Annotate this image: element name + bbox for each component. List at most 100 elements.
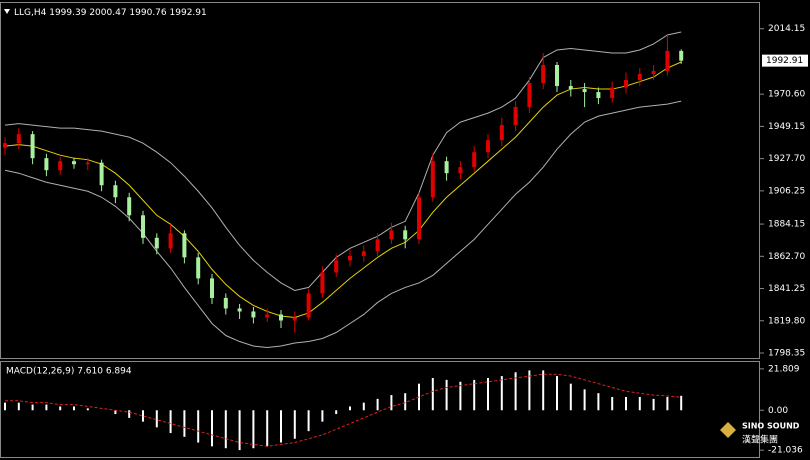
macd-bar — [252, 410, 255, 449]
candle-body — [72, 161, 76, 165]
main-panel-frame — [0, 2, 760, 359]
candle-body — [3, 143, 7, 148]
macd-bar — [73, 406, 75, 411]
candle-body — [182, 233, 187, 258]
macd-bar — [487, 377, 489, 411]
macd-bar — [404, 393, 407, 411]
candle-body — [541, 65, 546, 84]
macd-bar — [31, 404, 34, 411]
macd-bar — [597, 393, 600, 411]
candle-body — [499, 125, 504, 141]
macd-bar — [349, 406, 351, 411]
candle-body — [141, 215, 145, 238]
macd-bar — [611, 396, 614, 411]
macd-bar — [86, 408, 89, 411]
candle-body — [375, 239, 380, 252]
candle-body — [582, 89, 587, 93]
y-tick-label: 1862.70 — [768, 252, 805, 262]
candle-body — [417, 197, 421, 240]
candle-body — [651, 71, 656, 75]
candle-body — [113, 185, 118, 198]
macd-bar — [293, 410, 296, 439]
macd-bar — [431, 377, 434, 411]
y-tick-label: 21.809 — [768, 364, 800, 374]
candle-body — [58, 161, 63, 171]
candle-body — [306, 293, 311, 318]
macd-bar — [376, 398, 379, 411]
watermark: SINO SOUND 漢聲集團 — [720, 422, 800, 446]
macd-bar — [459, 381, 462, 411]
y-tick-label: -21.036 — [768, 446, 803, 456]
macd-bar — [542, 370, 545, 411]
indicator-line — [4, 61, 682, 318]
candle-body — [472, 152, 477, 168]
candle-body — [513, 107, 518, 126]
macd-bar — [500, 376, 503, 411]
macd-bar — [183, 410, 186, 437]
candle-body — [154, 237, 159, 249]
candle-body — [555, 65, 559, 87]
macd-bar — [445, 379, 448, 411]
watermark-subtitle: 漢聲集團 — [742, 434, 778, 446]
indicator-line — [5, 373, 682, 447]
candle-body — [596, 92, 601, 99]
macd-bar — [307, 410, 310, 432]
candle-body — [458, 167, 463, 174]
candle-body — [30, 134, 35, 159]
candle-body — [348, 255, 352, 261]
candle-body — [527, 83, 532, 108]
y-tick-label: 2014.15 — [768, 24, 805, 34]
y-tick-label: 1884.15 — [768, 220, 805, 230]
candle-body — [251, 311, 256, 318]
candle-body — [44, 158, 49, 171]
candle-body — [223, 297, 228, 309]
macd-bar — [45, 404, 48, 411]
macd-bar — [224, 410, 227, 449]
macd-bar — [266, 410, 269, 447]
macd-bar — [59, 406, 62, 411]
candle-body — [403, 230, 408, 240]
candle-body — [444, 161, 449, 174]
macd-bar — [114, 410, 117, 415]
macd-bar — [142, 410, 144, 422]
macd-bar — [652, 398, 655, 411]
chart-header: LLG,H4 1999.39 2000.47 1990.76 1992.91 — [14, 8, 207, 18]
macd-bar — [556, 376, 558, 411]
candle-body — [430, 161, 435, 198]
macd-bar — [169, 410, 172, 434]
candle-body — [292, 317, 297, 321]
candle-body — [16, 134, 21, 144]
y-tick-label: 1949.15 — [768, 122, 805, 132]
logo — [720, 422, 736, 438]
macd-bar — [583, 389, 586, 411]
macd-bar — [155, 410, 158, 428]
macd-bar — [680, 395, 683, 411]
candle-body — [320, 272, 325, 294]
candle-body — [237, 308, 242, 312]
menu-arrow[interactable] — [4, 9, 10, 14]
y-tick-label: 1798.35 — [768, 349, 805, 359]
macd-panel-frame — [0, 361, 760, 458]
macd-bar — [362, 402, 365, 411]
indicator-line — [4, 31, 682, 291]
macd-bar — [528, 370, 531, 411]
candle-body — [196, 257, 201, 279]
macd-bar — [335, 410, 338, 415]
candle-body — [99, 162, 104, 186]
candle-body — [279, 314, 283, 321]
macd-bar — [321, 410, 324, 422]
candle-body — [665, 50, 670, 72]
macd-bar — [4, 402, 6, 411]
macd-bar — [638, 396, 641, 411]
macd-bar — [666, 396, 669, 411]
macd-title: MACD(12,26,9) 7.610 6.894 — [6, 367, 132, 377]
macd-bar — [238, 410, 241, 451]
candle-body — [679, 50, 684, 61]
macd-bar — [514, 372, 517, 411]
macd-bar — [17, 402, 20, 411]
candle-body — [486, 140, 490, 153]
candle-body — [361, 251, 366, 256]
candle-body — [334, 260, 339, 273]
indicator-line — [4, 100, 682, 349]
